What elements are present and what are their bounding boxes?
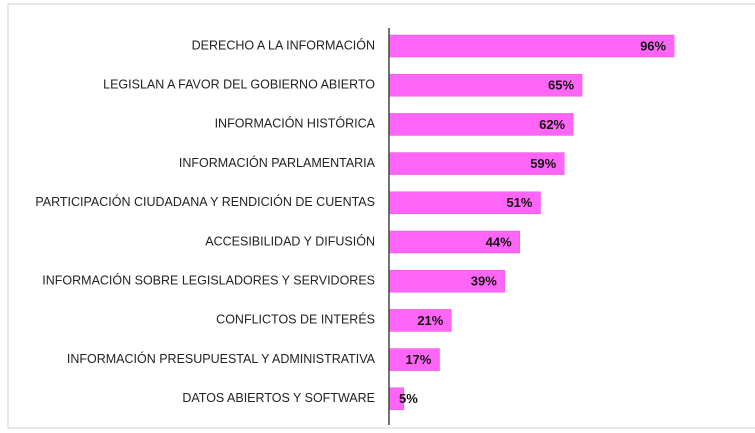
value-label: 96% [640, 38, 666, 53]
value-label: 39% [471, 274, 497, 289]
value-label: 51% [506, 195, 532, 210]
category-label: ACCESIBILIDAD Y DIFUSIÓN [205, 233, 375, 248]
value-label: 5% [399, 391, 418, 406]
value-label: 65% [548, 78, 574, 93]
category-label: INFORMACIÓN HISTÓRICA [215, 116, 376, 131]
category-label: INFORMACIÓN PRESUPUESTAL Y ADMINISTRATIV… [67, 351, 376, 366]
value-label: 62% [539, 117, 565, 132]
value-label: 44% [486, 234, 512, 249]
frame [7, 3, 755, 429]
value-label: 59% [530, 156, 556, 171]
category-label: INFORMACIÓN SOBRE LEGISLADORES Y SERVIDO… [42, 272, 375, 287]
value-label: 21% [417, 313, 443, 328]
category-label: CONFLICTOS DE INTERÉS [216, 312, 375, 327]
category-label: DERECHO A LA INFORMACIÓN [192, 37, 375, 52]
value-label: 17% [405, 352, 431, 367]
category-label: LEGISLAN A FAVOR DEL GOBIERNO ABIERTO [103, 77, 375, 91]
bar [388, 34, 675, 58]
category-label: DATOS ABIERTOS Y SOFTWARE [182, 391, 375, 405]
category-label: INFORMACIÓN PARLAMENTARIA [179, 155, 376, 170]
category-label: PARTICIPACIÓN CIUDADANA Y RENDICIÓN DE C… [35, 194, 375, 209]
